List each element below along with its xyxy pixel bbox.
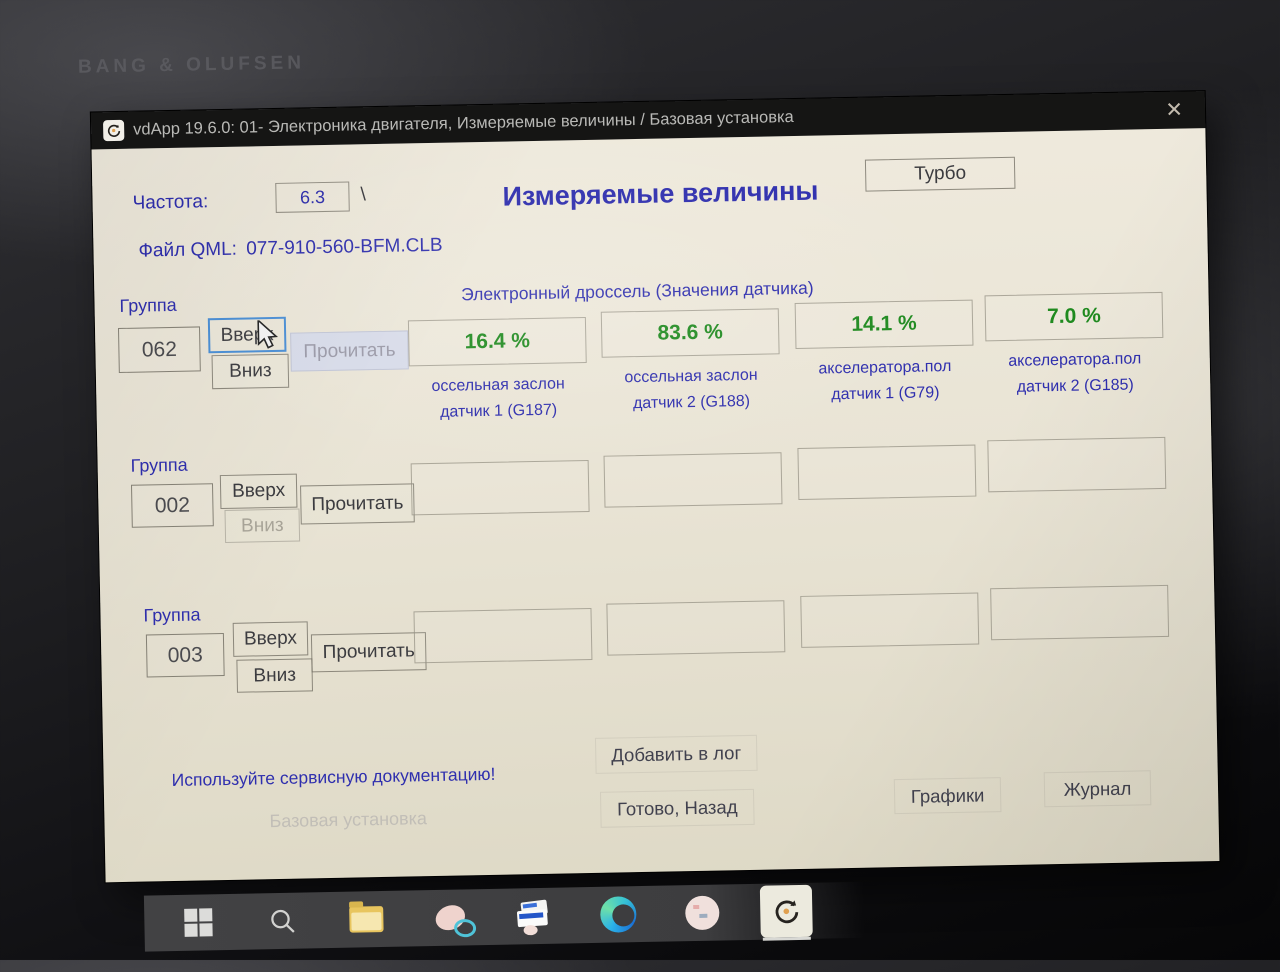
group-up-button-2[interactable]: Вверх — [219, 473, 298, 510]
file-label: Файл QML: — [138, 238, 238, 262]
measurement-value-empty — [800, 592, 980, 648]
measurement-value: 16.4 % — [407, 317, 587, 367]
windows-logo-icon — [184, 908, 213, 937]
journal-button[interactable]: Журнал — [1043, 770, 1152, 808]
group-down-button-3[interactable]: Вниз — [236, 658, 313, 693]
group-read-button-3[interactable]: Прочитать — [310, 632, 427, 673]
taskbar-app-icon-1[interactable] — [424, 891, 477, 944]
measurement-cell: 7.0 % акселератора.пол датчик 2 (G185) — [984, 291, 1165, 401]
measurement-value-empty — [410, 459, 590, 516]
service-doc-notice: Используйте сервисную документацию! — [171, 763, 496, 791]
group-up-button-3[interactable]: Вверх — [232, 621, 309, 657]
edge-icon — [599, 896, 637, 933]
group-number-input-3[interactable]: 003 — [145, 633, 225, 678]
measurement-cell: 83.6 % оссельная заслон датчик 2 (G188) — [600, 308, 781, 417]
start-button[interactable] — [172, 896, 225, 949]
measurement-value: 14.1 % — [794, 299, 974, 349]
measurement-desc: оссельная заслон — [624, 366, 758, 387]
measurement-desc: датчик 2 (G188) — [632, 392, 751, 413]
measurement-value: 7.0 % — [984, 291, 1164, 342]
measurement-cell: 14.1 % акселератора.пол датчик 1 (G79) — [794, 299, 975, 409]
mouse-cursor — [257, 319, 279, 349]
group-label-2: Группа — [130, 454, 188, 476]
measurement-desc: оссельная заслон — [431, 375, 565, 395]
vdapp-taskbar-icon — [759, 884, 813, 938]
measurement-desc: датчик 1 (G79) — [831, 384, 940, 404]
group-number-input-2[interactable]: 002 — [130, 483, 214, 528]
measurement-value-empty — [606, 600, 786, 656]
measurement-value-empty — [413, 607, 593, 664]
group-number-input-1[interactable]: 062 — [117, 326, 201, 373]
measurement-value-empty — [987, 436, 1167, 493]
measurement-desc: акселератора.пол — [818, 358, 952, 378]
taskbar-app-icon-2[interactable] — [508, 890, 561, 943]
file-explorer-button[interactable] — [340, 893, 393, 946]
app-2-icon — [516, 899, 552, 936]
ghost-basic-settings-label: Базовая установка — [269, 808, 428, 832]
measurement-desc: датчик 2 (G185) — [1016, 376, 1134, 396]
group-read-button-2[interactable]: Прочитать — [300, 483, 415, 525]
group-down-button-2[interactable]: Вниз — [224, 508, 301, 543]
group-down-button-1[interactable]: Вниз — [211, 353, 290, 390]
group-label-3: Группа — [143, 604, 201, 626]
app-1-icon — [432, 901, 469, 935]
measurement-value-empty — [990, 584, 1170, 641]
graphs-button[interactable]: Графики — [893, 777, 1002, 815]
measurement-cell: 16.4 % оссельная заслон датчик 1 (G187) — [407, 317, 588, 426]
done-back-button[interactable]: Готово, Назад — [599, 788, 755, 828]
frequency-label: Частота: — [132, 191, 209, 214]
taskbar-app-icon-3[interactable] — [676, 886, 729, 939]
vdapp-taskbar-button[interactable] — [759, 884, 813, 941]
file-name: 077-910-560-BFM.CLB — [246, 234, 443, 260]
group-read-button-1[interactable]: Прочитать — [290, 330, 409, 372]
vdapp-client-area: Частота: 6.3 \ Измеряемые величины Турбо… — [91, 128, 1220, 883]
spinner-indicator: \ — [360, 184, 366, 206]
active-app-indicator — [762, 936, 811, 941]
measurement-desc: акселератора.пол — [1008, 350, 1142, 370]
search-button[interactable] — [256, 894, 309, 947]
windows-taskbar — [143, 881, 865, 952]
measurement-value-empty — [797, 444, 977, 500]
window-titlebar: vdApp 19.6.0: 01- Электроника двигателя,… — [90, 91, 1206, 150]
app-3-icon — [684, 895, 720, 931]
vdapp-window: vdApp 19.6.0: 01- Электроника двигателя,… — [90, 91, 1220, 883]
close-icon[interactable]: ✕ — [1165, 98, 1184, 122]
frequency-value-box: 6.3 — [275, 181, 350, 213]
add-to-log-button[interactable]: Добавить в лог — [594, 734, 758, 774]
measurement-value: 83.6 % — [600, 308, 780, 358]
file-explorer-icon — [349, 906, 384, 933]
measurement-value-empty — [603, 452, 783, 508]
page-title: Измеряемые величины — [502, 175, 819, 212]
group-label-1: Группа — [119, 294, 177, 316]
search-icon — [271, 909, 295, 933]
section-title: Электронный дроссель (Значения датчика) — [460, 277, 814, 305]
measurement-desc: датчик 1 (G187) — [439, 401, 558, 421]
laptop-brand-label: BANG & OLUFSEN — [77, 52, 306, 78]
edge-browser-button[interactable] — [592, 888, 645, 941]
turbo-button[interactable]: Турбо — [864, 156, 1016, 192]
window-title: vdApp 19.6.0: 01- Электроника двигателя,… — [133, 107, 794, 139]
vdapp-logo-icon — [102, 119, 125, 142]
